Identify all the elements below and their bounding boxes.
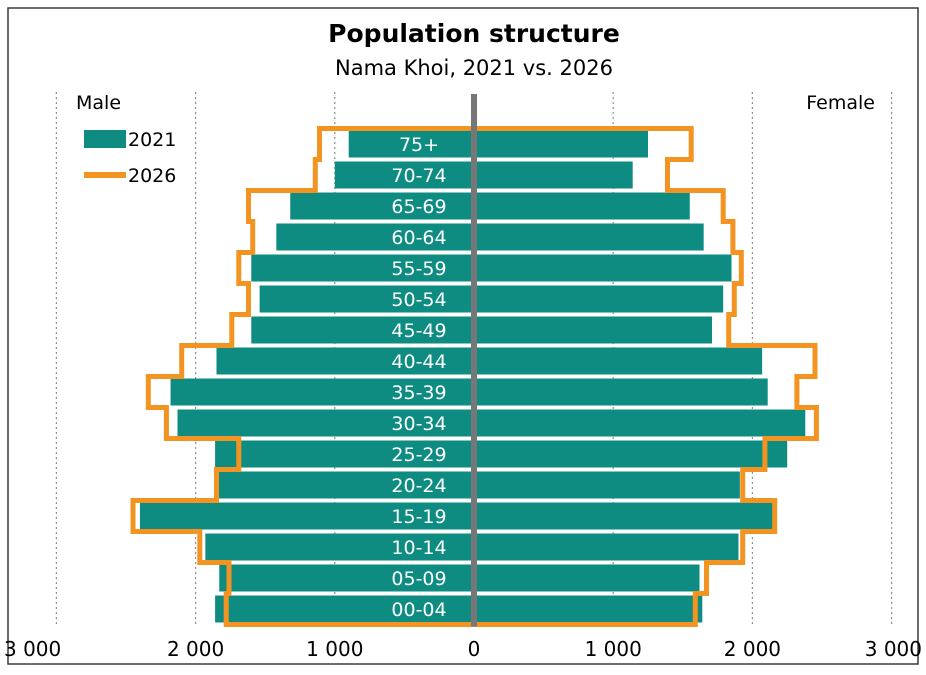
legend-swatch-2021 xyxy=(84,130,126,148)
bar-male-2021 xyxy=(139,502,475,530)
bar-female-2021 xyxy=(474,409,806,437)
chart-title: Population structure xyxy=(328,19,620,48)
x-tick-label: 1 000 xyxy=(585,637,642,661)
bar-male-2021 xyxy=(177,409,474,437)
bars-2021 xyxy=(139,130,806,623)
age-label: 10-14 xyxy=(391,537,446,559)
bar-male-2021 xyxy=(276,223,474,251)
bar-female-2021 xyxy=(474,595,703,623)
bar-female-2021 xyxy=(474,316,713,344)
x-tick-label: 2 000 xyxy=(167,637,224,661)
bar-male-2021 xyxy=(219,564,474,592)
outline-path-2026 xyxy=(130,126,819,627)
male-label: Male xyxy=(76,92,121,114)
x-tick-labels: 3 000 2 000 1 000 0 1 000 2 000 3 000 xyxy=(4,637,922,661)
age-label: 00-04 xyxy=(391,599,446,621)
x-tick-label: 2 000 xyxy=(724,637,781,661)
bar-female-2021 xyxy=(474,130,648,158)
age-label: 75+ xyxy=(399,134,439,156)
age-label: 20-24 xyxy=(391,475,446,497)
bar-female-2021 xyxy=(474,223,704,251)
outline-2026 xyxy=(130,126,819,627)
x-tick-label: 0 xyxy=(468,637,481,661)
bar-male-2021 xyxy=(251,254,474,282)
bar-female-2021 xyxy=(474,347,763,375)
bar-female-2021 xyxy=(474,533,739,561)
age-labels: 75+ 70-74 65-69 60-64 55-59 50-54 45-49 40-44 35… xyxy=(391,134,446,621)
bar-female-2021 xyxy=(474,471,740,499)
bar-female-2021 xyxy=(474,254,732,282)
x-tick-label: 3 000 xyxy=(865,637,922,661)
legend-label-2021: 2021 xyxy=(128,129,176,151)
age-label: 50-54 xyxy=(391,289,446,311)
bar-female-2021 xyxy=(474,440,788,468)
bar-male-2021 xyxy=(251,316,474,344)
bar-male-2021 xyxy=(216,471,475,499)
bar-male-2021 xyxy=(259,285,474,313)
age-label: 30-34 xyxy=(391,413,446,435)
age-label: 65-69 xyxy=(391,196,446,218)
x-tick-label: 1 000 xyxy=(306,637,363,661)
age-label: 45-49 xyxy=(391,320,446,342)
bar-female-2021 xyxy=(474,564,700,592)
bar-male-2021 xyxy=(216,347,475,375)
female-label: Female xyxy=(806,92,875,114)
bar-male-2021 xyxy=(334,161,474,189)
x-tick-label: 3 000 xyxy=(4,637,61,661)
age-label: 05-09 xyxy=(391,568,446,590)
bar-male-2021 xyxy=(215,595,474,623)
age-label: 25-29 xyxy=(391,444,446,466)
age-label: 60-64 xyxy=(391,227,446,249)
age-label: 15-19 xyxy=(391,506,446,528)
bar-male-2021 xyxy=(290,192,474,220)
age-label: 70-74 xyxy=(391,165,446,187)
bar-female-2021 xyxy=(474,161,633,189)
age-label: 55-59 xyxy=(391,258,446,280)
legend-label-2026: 2026 xyxy=(128,165,176,187)
bar-female-2021 xyxy=(474,378,768,406)
age-label: 40-44 xyxy=(391,351,446,373)
bar-male-2021 xyxy=(170,378,474,406)
legend: 2021 2026 xyxy=(84,129,176,187)
bar-male-2021 xyxy=(215,440,474,468)
bar-female-2021 xyxy=(474,502,775,530)
chart-subtitle: Nama Khoi, 2021 vs. 2026 xyxy=(335,56,613,80)
chart-border xyxy=(7,7,919,665)
age-label: 35-39 xyxy=(391,382,446,404)
bar-female-2021 xyxy=(474,192,690,220)
bar-female-2021 xyxy=(474,285,724,313)
bar-male-2021 xyxy=(205,533,474,561)
bar-male-2021 xyxy=(348,130,474,158)
